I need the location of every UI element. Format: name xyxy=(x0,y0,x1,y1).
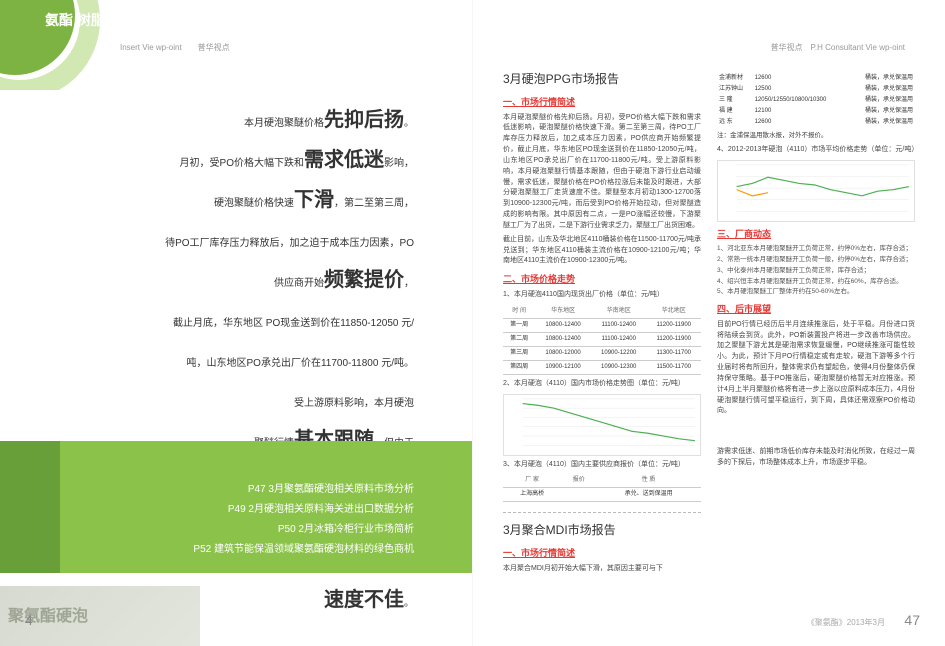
bar-link-item: P50 2月冰箱冷柜行业市场简析 xyxy=(193,520,414,540)
factory-note-item: 1、河北亚东本月硬泡聚醚开工负荷正常，约停0%左右，库存合适； xyxy=(717,244,915,254)
para-1a: 本月硬泡聚醚价格先抑后扬。月初，受PO价格大幅下跌和需求低迷影响，硬泡聚醚价格快… xyxy=(503,113,701,232)
header-left: Insert Vie wp-oint 普华视点 xyxy=(120,42,230,53)
para-4: 目前PO行情已经历后半月连续推涨后，处于平稳。月份进口货将陆续会到货。此外，PO… xyxy=(717,320,915,418)
factory-note-item: 2、常熟一统本月硬泡聚醚开工负荷一般，约停0%左右，库存合适； xyxy=(717,255,915,265)
section-1-head: 一、市场行情简述 xyxy=(503,96,701,110)
intro-line: 月初，受PO价格大幅下跌和需求低迷影响， xyxy=(104,140,414,180)
intro-line: 供应商开始频繁提价， xyxy=(104,260,414,300)
column-left: 3月硬泡PPG市场报告 一、市场行情简述 本月硬泡聚醚价格先抑后扬。月初，受PO… xyxy=(503,70,701,606)
price-chart-2 xyxy=(717,160,915,222)
para-1b: 截止目前，山东及华北地区4110桶装价格在11500-11700元/吨承兑送到；… xyxy=(503,235,701,268)
bottom-img-text: 聚氨酯硬泡 xyxy=(8,602,88,626)
intro-line: 受上游原料影响，本月硬泡 xyxy=(104,380,414,420)
header-right: 普华视点 P.H Consultant Vie wp-oint xyxy=(771,42,905,53)
green-bar-links: P47 3月聚氨酯硬泡相关原料市场分析P49 2月硬泡相关原料海关进出口数据分析… xyxy=(193,480,414,560)
intro-line: 吨，山东地区PO承兑出厂价在11700-11800 元/吨。 xyxy=(104,340,414,380)
intro-line: 待PO工厂库存压力释放后，加之迫于成本压力因素，PO xyxy=(104,220,414,260)
table2-caption: 3、本月硬泡（4110）国内主要供应商报价（单位：元/吨） xyxy=(503,460,701,471)
note-1: 注：金浦保温用散水报，对外不报价。 xyxy=(717,131,915,141)
green-bar-dark xyxy=(0,441,60,573)
corner-title: 氨酯 树脂 xyxy=(45,12,105,29)
page-number-right: 47 xyxy=(904,612,920,628)
report-title-2: 3月聚合MDI市场报告 xyxy=(503,521,701,539)
factory-note-item: 5、本月硬泡聚醚工厂整体开约在50-60%左右。 xyxy=(717,287,915,297)
table1-caption: 1、本月硬泡4110国内现货出厂价格（单位：元/吨） xyxy=(503,290,701,301)
section-4-head: 四、后市展望 xyxy=(717,303,915,317)
intro-line: 本月硬泡聚醚价格先抑后扬。 xyxy=(104,100,414,140)
section-5-head: 一、市场行情简述 xyxy=(503,547,701,561)
price-chart-1 xyxy=(503,394,701,456)
page-number-left: 4 xyxy=(25,612,33,628)
dashed-divider xyxy=(503,512,701,513)
chart2-svg xyxy=(718,161,914,221)
chart1-caption: 2、本月硬泡（4110）国内市场价格走势图（单位：元/吨） xyxy=(503,379,701,390)
chart1-svg xyxy=(504,395,700,455)
factory-note-item: 4、绍兴恒丰本月硬泡聚醚开工负荷正常，约在60%，库存合适。 xyxy=(717,277,915,287)
supplier-table: 厂 家报价性 质上海高桥承兑、送到保温用 xyxy=(503,474,701,502)
page-right: 普华视点 P.H Consultant Vie wp-oint 3月硬泡PPG市… xyxy=(473,0,945,646)
price-table-1: 时 间华东地区华南地区华北地区第一周10800-1240011100-12400… xyxy=(503,305,701,375)
section-3-head: 三、厂商动态 xyxy=(717,228,915,242)
intro-line: 截止月底，华东地区 PO现金送到价在11850-12050 元/ xyxy=(104,300,414,340)
factory-notes: 1、河北亚东本月硬泡聚醚开工负荷正常，约停0%左右，库存合适；2、常熟一统本月硬… xyxy=(717,244,915,297)
para-5a: 本月聚合MDI月初开始大幅下滑，其原因主要可与下 xyxy=(503,564,701,575)
bar-link-item: P49 2月硬泡相关原料海关进出口数据分析 xyxy=(193,500,414,520)
column-right: 金浦新材12600桶装，承兑保温用江苏钟山12500桶装，承兑保温用三 隆120… xyxy=(717,70,915,606)
intro-line: 硬泡聚醚价格快速下滑，第二至第三周， xyxy=(104,180,414,220)
page-left: 氨酯 树脂 Insert Vie wp-oint 普华视点 本月硬泡聚醚价格先抑… xyxy=(0,0,472,646)
footer-right: 《聚氨酯》2013年3月 xyxy=(807,617,885,628)
right-content: 3月硬泡PPG市场报告 一、市场行情简述 本月硬泡聚醚价格先抑后扬。月初，受PO… xyxy=(503,70,915,606)
para-5b: 游需求低迷、前期市场低价库存未能及时消化所致，在经过一周多的下探后，市场整体成本… xyxy=(717,447,915,469)
factory-note-item: 3、中化泰州本月硬泡聚醚开工负荷正常，库存合适； xyxy=(717,266,915,276)
bar-link-item: P47 3月聚氨酯硬泡相关原料市场分析 xyxy=(193,480,414,500)
section-2-head: 二、市场价格走势 xyxy=(503,273,701,287)
chart2-caption: 4、2012-2013年硬泡（4110）市场平均价格走势（单位：元/吨） xyxy=(717,145,915,156)
spec-list: 金浦新材12600桶装，承兑保温用江苏钟山12500桶装，承兑保温用三 隆120… xyxy=(717,73,915,128)
spacer xyxy=(717,417,915,447)
report-title-1: 3月硬泡PPG市场报告 xyxy=(503,70,701,88)
bar-link-item: P52 建筑节能保温领域聚氨酯硬泡材料的绿色商机 xyxy=(193,540,414,560)
